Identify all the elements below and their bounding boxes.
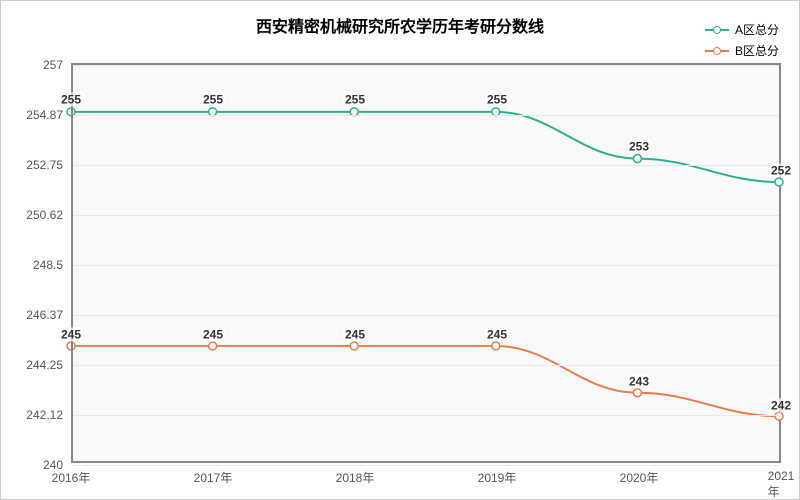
y-axis-label: 248.5 [33,258,71,272]
data-label: 243 [627,375,651,389]
legend-swatch-b [705,50,729,52]
grid-line [71,115,779,116]
data-label: 252 [769,163,793,177]
x-axis-label: 2017年 [194,463,233,486]
series-line [71,112,779,182]
x-axis [71,461,779,463]
chart-lines [71,65,779,463]
grid-line [71,415,779,416]
data-marker [633,155,641,163]
x-axis-label: 2021年 [768,463,795,500]
data-label: 245 [485,328,509,342]
plot-area: 240242.12244.25246.37248.5250.62252.7525… [71,63,781,463]
data-label: 255 [201,92,225,106]
legend-label-a: A区总分 [735,21,779,38]
series-line [71,346,779,416]
legend-label-b: B区总分 [735,42,779,59]
grid-line [71,165,779,166]
data-marker [633,389,641,397]
legend-swatch-a [705,29,729,31]
grid-line [71,365,779,366]
y-axis-label: 244.25 [26,358,71,372]
data-label: 255 [485,92,509,106]
data-label: 245 [59,328,83,342]
grid-line [71,465,779,466]
grid-line [71,65,779,66]
x-axis-label: 2020年 [620,463,659,486]
chart-title: 西安精密机械研究所农学历年考研分数线 [256,13,544,37]
x-axis-label: 2016年 [52,463,91,486]
data-marker [492,342,500,350]
data-marker [775,178,783,186]
chart-container: 西安精密机械研究所农学历年考研分数线 A区总分 B区总分 240242.1224… [0,0,800,500]
y-axis-label: 257 [43,58,71,72]
x-axis-label: 2018年 [336,463,375,486]
y-axis-label: 254.87 [26,108,71,122]
y-axis-label: 246.37 [26,308,71,322]
y-axis [71,65,73,463]
data-label: 255 [343,92,367,106]
y-axis-label: 242.12 [26,408,71,422]
data-label: 255 [59,92,83,106]
data-label: 245 [201,328,225,342]
data-label: 242 [769,398,793,412]
grid-line [71,315,779,316]
legend-item-a: A区总分 [705,21,779,38]
data-marker [209,342,217,350]
grid-line [71,215,779,216]
data-label: 253 [627,140,651,154]
x-axis-label: 2019年 [478,463,517,486]
y-axis-label: 252.75 [26,158,71,172]
legend: A区总分 B区总分 [705,21,779,63]
data-marker [775,412,783,420]
legend-item-b: B区总分 [705,42,779,59]
data-marker [350,342,358,350]
data-label: 245 [343,328,367,342]
y-axis-label: 250.62 [26,208,71,222]
grid-line [71,265,779,266]
